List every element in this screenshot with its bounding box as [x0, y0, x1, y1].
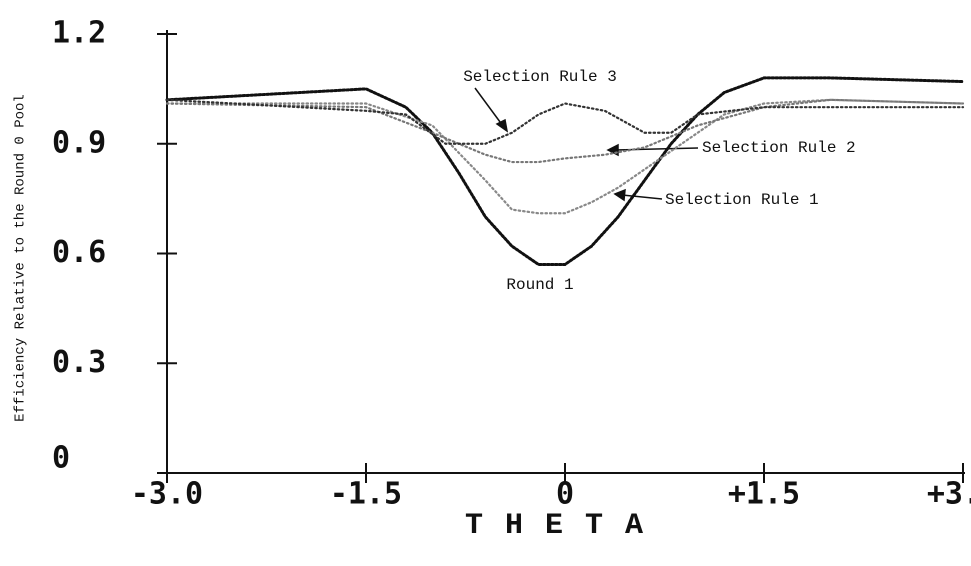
y-tick-label: 0.3 — [52, 345, 106, 380]
series-line — [165, 98, 965, 145]
annotation: Selection Rule 3 — [463, 68, 617, 86]
x-tick-label: -1.5 — [330, 477, 402, 512]
x-axis-label: T H E T A — [465, 509, 645, 543]
y-tick-label: 1.2 — [52, 16, 106, 51]
arrow — [614, 147, 699, 151]
y-tick-label: 0.6 — [52, 235, 106, 270]
arrowhead — [613, 188, 626, 202]
annotation: Selection Rule 1 — [665, 191, 819, 209]
annotation: Round 1 — [506, 276, 573, 294]
arrowhead — [495, 118, 509, 133]
y-tick-label: 0 — [52, 441, 70, 476]
x-tick-label: +1.5 — [728, 477, 800, 512]
series-line — [165, 76, 965, 266]
series-line — [165, 98, 965, 215]
arrow — [474, 87, 504, 127]
annotation: Selection Rule 2 — [702, 139, 856, 157]
arrow — [621, 194, 663, 200]
x-tick-label: -3.0 — [131, 477, 203, 512]
annotation-arrows — [474, 87, 699, 202]
y-axis-label: Efficiency Relative to the Round 0 Pool — [13, 94, 29, 422]
x-tick-label: 0 — [556, 477, 574, 512]
y-tick-label: 0.9 — [52, 125, 106, 160]
x-tick-label: +3.0 — [927, 477, 971, 512]
